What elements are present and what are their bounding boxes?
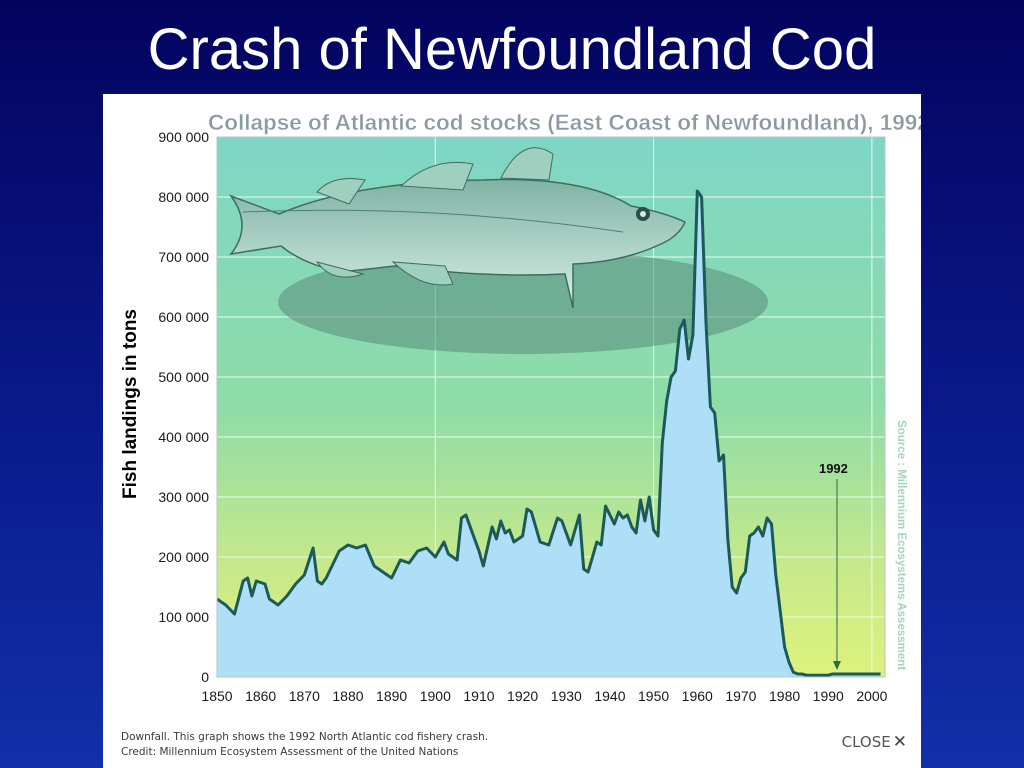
y-tick-label: 700 000 xyxy=(158,249,209,265)
x-tick-label: 1930 xyxy=(551,688,582,704)
x-tick-label: 1920 xyxy=(507,688,538,704)
y-tick-label: 600 000 xyxy=(158,309,209,325)
x-tick-label: 1960 xyxy=(682,688,713,704)
chart: 0 100 000 200 000 300 000 400 000 500 000 600 … xyxy=(120,110,921,704)
caption-line-2: Credit: Millennium Ecosystem Assessment … xyxy=(121,746,459,758)
slide-title: Crash of Newfoundland Cod xyxy=(147,17,877,82)
x-tick-label: 1990 xyxy=(813,688,844,704)
figure-caption: Downfall. This graph shows the 1992 Nort… xyxy=(121,730,488,760)
x-tick-label: 1950 xyxy=(638,688,669,704)
source-label: Source : Millennium Ecosystems Assessmen… xyxy=(895,420,907,670)
y-axis-ticks: 0 100 000 200 000 300 000 400 000 500 000 600 … xyxy=(158,129,209,685)
y-tick-label: 500 000 xyxy=(158,369,209,385)
x-tick-label: 1940 xyxy=(594,688,625,704)
chart-panel: 0 100 000 200 000 300 000 400 000 500 000 600 … xyxy=(103,94,921,768)
close-x-icon: ✕ xyxy=(892,732,907,752)
x-tick-label: 1910 xyxy=(463,688,494,704)
annotation-arrowhead xyxy=(832,661,841,670)
close-button[interactable]: CLOSE ✕ xyxy=(842,732,907,752)
caption-line-1: Downfall. This graph shows the 1992 Nort… xyxy=(121,731,489,743)
x-tick-label: 2000 xyxy=(856,688,887,704)
landings-area xyxy=(217,191,881,677)
y-tick-label: 100 000 xyxy=(158,609,209,625)
x-tick-label: 1900 xyxy=(420,688,451,704)
y-tick-label: 0 xyxy=(201,669,209,685)
x-tick-label: 1860 xyxy=(245,688,276,704)
y-tick-label: 900 000 xyxy=(158,129,209,145)
x-tick-label: 1850 xyxy=(201,688,232,704)
x-tick-label: 1880 xyxy=(332,688,363,704)
plot-border xyxy=(216,136,886,678)
x-tick-label: 1870 xyxy=(289,688,320,704)
y-tick-label: 300 000 xyxy=(158,489,209,505)
y-tick-label: 200 000 xyxy=(158,549,209,565)
landings-line xyxy=(216,189,881,677)
cod-fish-illustration xyxy=(228,147,768,354)
y-axis-label: Fish landings in tons xyxy=(120,309,141,499)
annotation-1992: 1992 xyxy=(819,461,848,670)
y-tick-label: 400 000 xyxy=(158,429,209,445)
x-tick-label: 1890 xyxy=(376,688,407,704)
x-axis-ticks: 1850 1860 1870 1880 1890 1900 1910 1920 1930 1940… xyxy=(201,688,887,704)
annotation-label: 1992 xyxy=(819,461,848,476)
chart-title: Collapse of Atlantic cod stocks (East Co… xyxy=(208,110,921,135)
y-tick-label: 800 000 xyxy=(158,189,209,205)
close-label: CLOSE xyxy=(841,733,891,751)
x-tick-label: 1970 xyxy=(725,688,756,704)
x-tick-label: 1980 xyxy=(769,688,800,704)
